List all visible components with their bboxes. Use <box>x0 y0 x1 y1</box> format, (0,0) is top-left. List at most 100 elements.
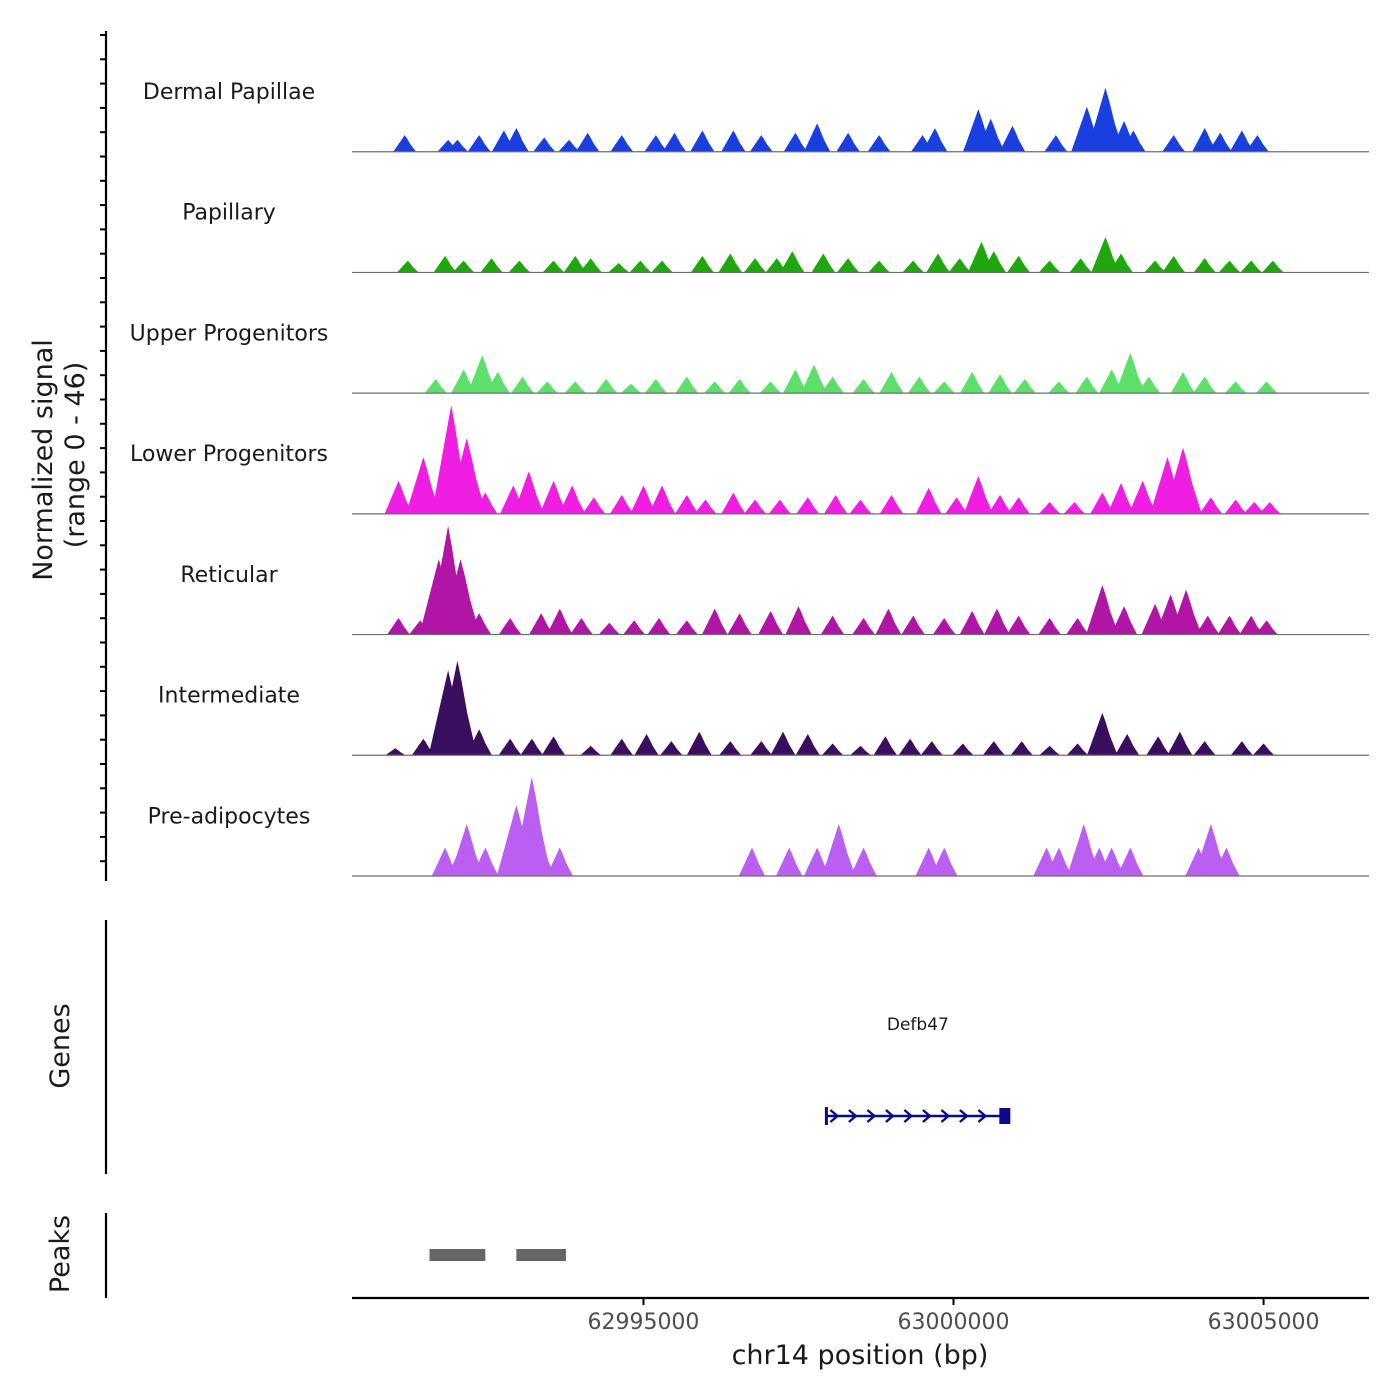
signal-peak <box>651 260 673 273</box>
signal-peak <box>675 620 698 635</box>
signal-peak <box>694 499 717 514</box>
signal-peak <box>1255 620 1278 635</box>
signal-peak <box>850 745 871 756</box>
signal-peak <box>503 128 529 152</box>
signal-peak <box>582 497 606 514</box>
signal-peak <box>822 824 856 876</box>
signal-peak <box>441 558 481 635</box>
signal-peak <box>800 364 828 394</box>
signal-peak <box>452 260 475 273</box>
signal-peak <box>749 135 773 152</box>
signal-peak <box>836 258 860 273</box>
signal-peak <box>952 743 974 756</box>
signal-peak <box>868 260 890 273</box>
signal-peak <box>467 355 497 394</box>
signal-peak <box>634 734 659 756</box>
signal-peak <box>1039 745 1061 756</box>
signal-peak <box>609 494 634 514</box>
signal-peak <box>782 369 808 394</box>
signal-peak <box>1217 615 1242 635</box>
signal-peak <box>569 618 593 635</box>
gene-strand-arrow <box>866 1109 877 1123</box>
track-reticular: Reticular <box>180 525 1369 636</box>
signal-peak <box>660 741 683 756</box>
signal-peak <box>873 736 898 756</box>
signal-peak <box>898 738 922 756</box>
signal-peak <box>982 741 1005 756</box>
signal-peak <box>385 748 406 756</box>
signal-peak <box>948 258 971 273</box>
signal-peak <box>1262 260 1284 273</box>
track-label-intermediate: Intermediate <box>158 684 300 709</box>
signal-peak <box>1230 741 1253 756</box>
signal-peak <box>546 847 573 876</box>
signal-peak <box>821 376 845 394</box>
signal-peak <box>932 618 956 635</box>
signal-peak <box>850 847 877 876</box>
signal-peak <box>686 731 712 756</box>
signal-peak <box>1121 130 1146 152</box>
signal-peak <box>630 485 657 514</box>
signal-peak <box>629 260 652 273</box>
signal-peak <box>704 381 726 394</box>
signal-peak <box>542 260 565 273</box>
signal-peak <box>558 139 580 152</box>
signal-peak <box>803 847 831 876</box>
signal-peak <box>563 255 587 273</box>
signal-peak <box>811 253 836 273</box>
signal-peak <box>1170 589 1202 635</box>
signal-peak <box>727 613 752 635</box>
signal-peak <box>690 255 714 273</box>
signal-peak <box>405 457 441 514</box>
signal-peak <box>647 618 671 635</box>
track-dermal-papillae: Dermal Papillae <box>143 80 1369 153</box>
signal-peak <box>450 824 484 876</box>
signal-peak <box>1110 606 1138 635</box>
signal-peak <box>437 660 477 756</box>
signal-peak <box>785 606 812 635</box>
signal-peak <box>1146 736 1170 756</box>
signal-peak <box>1075 376 1099 394</box>
signal-peak <box>522 828 555 876</box>
signal-peak <box>387 618 410 635</box>
signal-peak <box>999 125 1026 152</box>
signal-peak <box>1115 734 1140 756</box>
signal-peak <box>623 620 646 635</box>
signal-peak <box>610 738 634 756</box>
signal-peak <box>467 135 491 152</box>
signal-peak <box>743 499 767 514</box>
track-upper-progenitors: Upper Progenitors <box>130 321 1369 394</box>
signal-peak <box>852 618 876 635</box>
track-papillary: Papillary <box>182 201 1369 274</box>
signal-peak <box>796 497 820 514</box>
signal-peak <box>575 132 600 152</box>
signal-peak <box>466 729 492 756</box>
track-label-pre-adipocytes: Pre-adipocytes <box>148 804 311 829</box>
signal-peak <box>1128 480 1157 514</box>
signal-peak <box>701 608 728 635</box>
signal-peak <box>513 471 545 514</box>
signal-peak <box>901 615 926 635</box>
signal-axis-label: Normalized signal <box>28 339 59 581</box>
signal-peak <box>1010 741 1033 756</box>
signal-peak <box>1137 376 1161 394</box>
signal-peak <box>446 139 469 152</box>
signal-peak <box>610 135 634 152</box>
signal-peak <box>738 847 766 876</box>
signal-peak <box>472 847 499 876</box>
signal-peak <box>1194 824 1228 876</box>
signal-peak <box>988 494 1012 514</box>
signal-peak <box>875 608 902 635</box>
signal-peak <box>1162 135 1186 152</box>
signal-peak <box>1193 258 1216 273</box>
signal-peak <box>480 258 503 273</box>
peak-regions <box>429 1249 566 1261</box>
signal-peak <box>1240 260 1262 273</box>
track-label-upper-progenitors: Upper Progenitors <box>130 321 329 346</box>
gene-strand-arrow <box>829 1109 840 1123</box>
signal-peak <box>539 480 568 514</box>
signal-peak <box>1006 615 1031 635</box>
signal-peak <box>1007 497 1031 514</box>
x-axis-ticks: 62995000 63000000 63005000 <box>587 1298 1320 1335</box>
